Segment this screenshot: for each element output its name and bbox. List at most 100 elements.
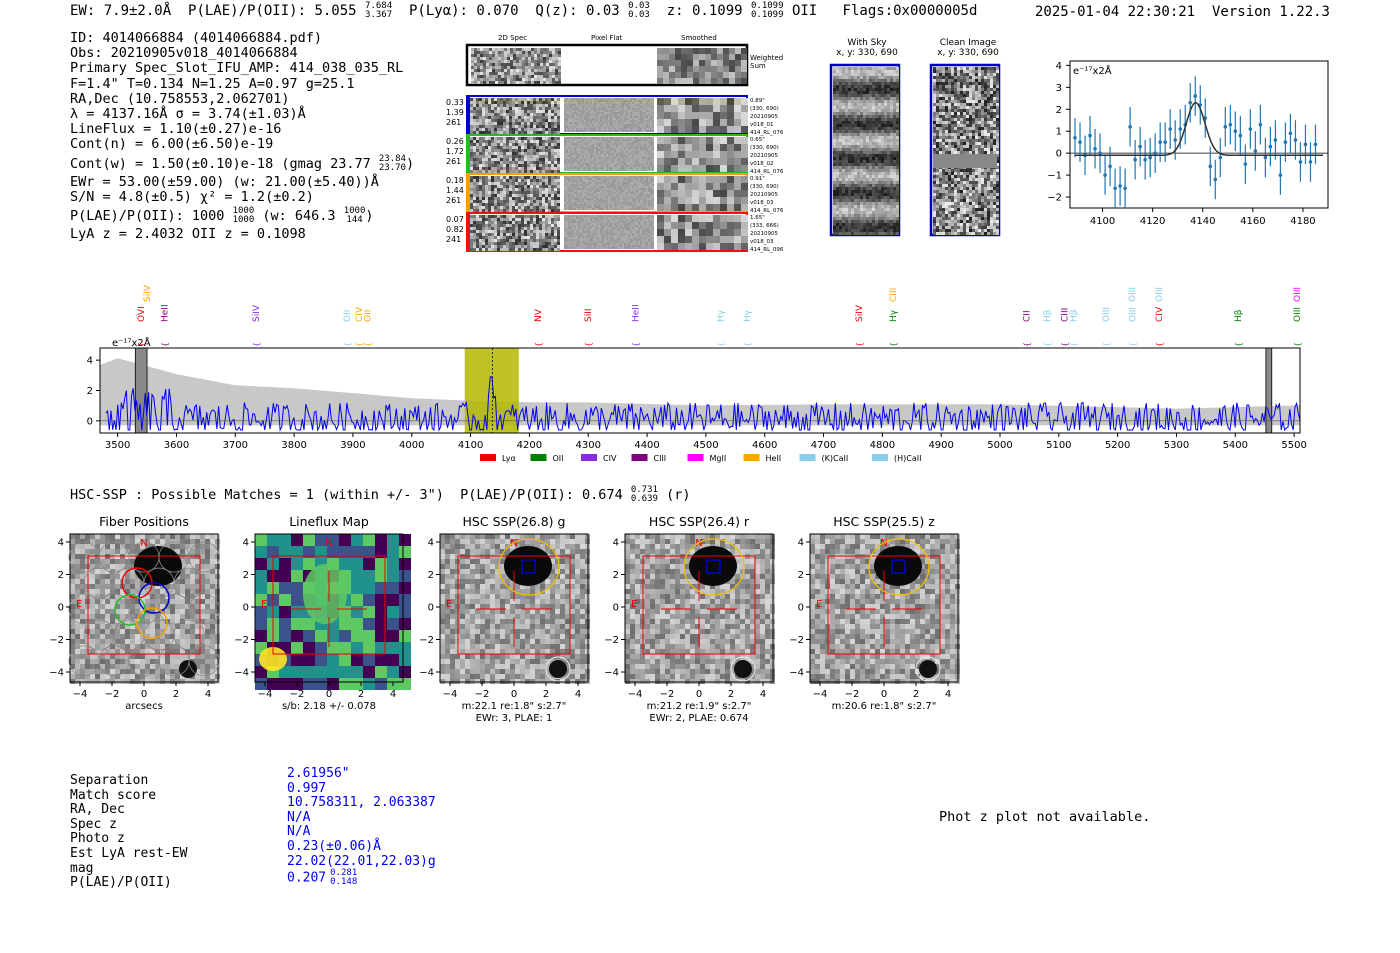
pixel bbox=[624, 215, 626, 217]
pixel bbox=[657, 183, 664, 190]
pixel bbox=[542, 206, 545, 209]
pixel bbox=[555, 75, 558, 78]
pixel bbox=[594, 145, 596, 147]
pixel bbox=[642, 147, 644, 149]
header-plae-range: 7.684 3.367 bbox=[365, 1, 393, 20]
pixel bbox=[590, 128, 592, 130]
pixel bbox=[638, 169, 640, 171]
pixel bbox=[606, 118, 608, 120]
pixel bbox=[741, 190, 748, 197]
pixel bbox=[652, 104, 654, 106]
pixel bbox=[612, 163, 614, 165]
pixel bbox=[506, 119, 509, 122]
pixel bbox=[614, 151, 616, 153]
pixel bbox=[527, 179, 530, 182]
pixel bbox=[509, 137, 512, 140]
pixel bbox=[626, 184, 628, 186]
pixel bbox=[644, 176, 646, 178]
pixel bbox=[594, 219, 596, 221]
pixel bbox=[594, 217, 596, 219]
pixel bbox=[612, 157, 614, 159]
pixel bbox=[648, 219, 650, 221]
pixel bbox=[566, 219, 568, 221]
cutout-smoothed bbox=[657, 137, 748, 172]
pixel bbox=[650, 215, 652, 217]
pixel bbox=[525, 57, 528, 60]
pixel bbox=[512, 239, 515, 242]
pixel bbox=[650, 180, 652, 182]
pixel bbox=[618, 190, 620, 192]
pixel bbox=[586, 204, 588, 206]
pixel bbox=[521, 206, 524, 209]
pixel bbox=[576, 176, 578, 178]
pixel bbox=[628, 178, 630, 180]
pixel bbox=[539, 224, 542, 227]
pixel bbox=[592, 227, 594, 229]
pixel bbox=[540, 51, 543, 54]
pixel bbox=[542, 221, 545, 224]
pixel bbox=[622, 100, 624, 102]
pixel bbox=[614, 215, 616, 217]
pixel bbox=[650, 200, 652, 202]
pixel bbox=[634, 202, 636, 204]
pixel bbox=[586, 120, 588, 122]
pixel bbox=[557, 140, 560, 143]
pixel bbox=[640, 106, 642, 108]
pixel bbox=[512, 197, 515, 200]
pixel bbox=[536, 176, 539, 179]
pixel bbox=[568, 153, 570, 155]
pixel bbox=[506, 152, 509, 155]
pixel bbox=[542, 161, 545, 164]
pixel bbox=[503, 152, 506, 155]
pixel bbox=[533, 137, 536, 140]
pixel bbox=[720, 183, 727, 190]
pixel bbox=[584, 98, 586, 100]
pixel bbox=[482, 152, 485, 155]
pixel bbox=[536, 146, 539, 149]
pixel bbox=[604, 192, 606, 194]
pixel bbox=[622, 108, 624, 110]
pixel bbox=[620, 182, 622, 184]
pixel bbox=[557, 200, 560, 203]
pixel bbox=[543, 51, 546, 54]
pixel bbox=[473, 248, 476, 251]
pixel bbox=[552, 72, 555, 75]
pixel bbox=[551, 182, 554, 185]
pixel bbox=[546, 69, 549, 72]
pixel bbox=[588, 178, 590, 180]
pixel bbox=[488, 155, 491, 158]
pixel bbox=[509, 164, 512, 167]
pixel bbox=[536, 113, 539, 116]
pixel bbox=[616, 141, 618, 143]
pixel bbox=[642, 139, 644, 141]
pixel bbox=[491, 125, 494, 128]
pixel bbox=[644, 145, 646, 147]
pixel bbox=[622, 229, 624, 231]
pixel bbox=[606, 161, 608, 163]
pixel bbox=[632, 122, 634, 124]
pixel bbox=[576, 153, 578, 155]
pixel bbox=[616, 219, 618, 221]
pixel bbox=[576, 108, 578, 110]
pixel bbox=[576, 215, 578, 217]
pixel bbox=[534, 48, 537, 51]
pixel bbox=[546, 60, 549, 63]
pixel bbox=[644, 227, 646, 229]
cutout-row-right-value: 0.89" bbox=[750, 98, 765, 104]
pixel bbox=[548, 224, 551, 227]
pixel bbox=[537, 78, 540, 81]
pixel bbox=[548, 170, 551, 173]
pixel bbox=[479, 236, 482, 239]
pixel bbox=[594, 208, 596, 210]
pixel bbox=[727, 119, 734, 126]
pixel bbox=[548, 146, 551, 149]
pixel bbox=[634, 231, 636, 233]
pixel bbox=[640, 151, 642, 153]
pixel bbox=[592, 229, 594, 231]
pixel bbox=[476, 101, 479, 104]
pixel bbox=[600, 137, 602, 139]
pixel bbox=[545, 236, 548, 239]
pixel bbox=[713, 137, 720, 144]
pixel bbox=[598, 112, 600, 114]
pixel bbox=[558, 51, 561, 54]
